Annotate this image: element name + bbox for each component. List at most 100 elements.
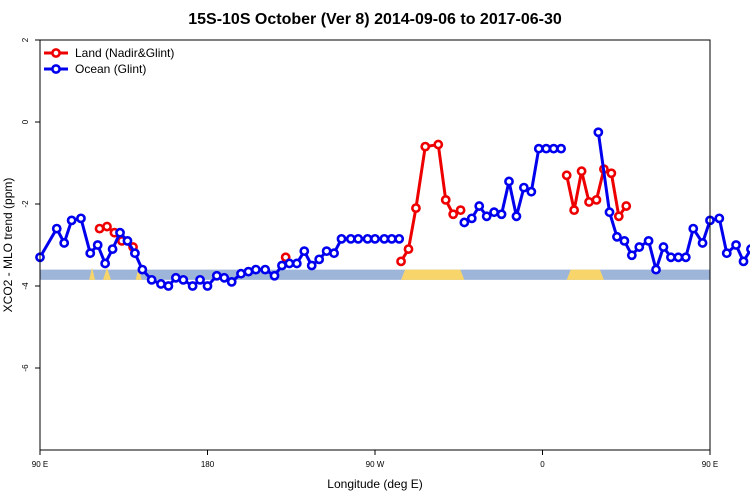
x-tick-label: 90 W: [366, 460, 385, 469]
land-band-segment: [401, 269, 465, 280]
data-point: [394, 233, 405, 244]
data-point: [643, 235, 654, 246]
data-point: [353, 233, 364, 244]
data-point: [277, 260, 287, 271]
chart-title: 15S-10S October (Ver 8) 2014-09-06 to 20…: [188, 11, 562, 28]
data-point: [321, 246, 332, 257]
data-point: [59, 238, 70, 248]
y-tick-label: -2: [21, 200, 30, 208]
data-point: [697, 238, 708, 248]
data-point: [612, 231, 622, 242]
data-point: [226, 276, 237, 287]
data-point: [738, 256, 749, 267]
data-point: [85, 248, 96, 259]
y-axis: 2 0 -2 -4 -6: [21, 37, 40, 372]
data-point: [511, 211, 522, 222]
data-point: [76, 213, 86, 224]
data-point: [518, 182, 529, 193]
x-tick-label: 180: [201, 460, 215, 469]
data-point: [156, 279, 166, 289]
data-point: [291, 258, 302, 269]
series-land: [94, 139, 632, 267]
data-point: [130, 248, 140, 259]
data-point: [102, 221, 112, 232]
series-line: [463, 147, 562, 224]
data-point: [329, 248, 339, 259]
x-tick-label: 0: [540, 460, 545, 469]
data-point: [440, 194, 451, 205]
data-point: [541, 143, 552, 154]
legend-swatch-marker: [51, 48, 61, 58]
data-point: [178, 274, 189, 285]
data-point: [526, 186, 537, 197]
series-layer: [35, 127, 750, 291]
series-line: [399, 143, 462, 263]
data-point: [403, 244, 414, 254]
data-point: [658, 242, 669, 252]
data-point: [107, 244, 118, 254]
data-point: [504, 176, 514, 187]
data-point: [746, 244, 750, 254]
data-point: [489, 207, 500, 218]
data-point: [626, 250, 637, 261]
data-point: [336, 233, 347, 244]
data-point: [170, 272, 181, 283]
data-point: [345, 233, 356, 244]
data-point: [379, 233, 390, 244]
data-point: [680, 252, 691, 263]
y-tick-label: 0: [21, 119, 30, 124]
legend-label: Land (Nadir&Glint): [75, 46, 174, 60]
data-point: [146, 274, 157, 285]
data-point: [569, 205, 580, 216]
data-point: [370, 233, 380, 244]
data-point: [548, 143, 559, 154]
data-point: [604, 207, 615, 218]
data-point: [593, 127, 604, 138]
data-point: [634, 242, 645, 252]
data-point: [591, 194, 602, 205]
data-point: [396, 256, 406, 267]
data-point: [202, 281, 213, 291]
data-point: [211, 270, 222, 281]
data-point: [306, 260, 317, 271]
data-point: [721, 248, 732, 259]
series-line: [596, 132, 750, 272]
legend: Land (Nadir&Glint) Ocean (Glint): [44, 46, 174, 76]
plot-frame: [39, 39, 711, 451]
legend-label: Ocean (Glint): [75, 62, 146, 76]
y-tick-label: -6: [21, 364, 30, 372]
x-tick-label: 90 E: [702, 460, 718, 469]
data-point: [466, 213, 477, 224]
data-point: [666, 252, 676, 263]
data-point: [115, 227, 125, 238]
data-point: [66, 215, 77, 226]
data-point: [496, 209, 507, 220]
data-point: [455, 205, 466, 216]
data-point: [459, 217, 470, 228]
data-point: [195, 274, 205, 285]
data-point: [243, 266, 254, 277]
y-axis-title: XCO2 - MLO trend (ppm): [1, 178, 15, 313]
land-band-spike: [103, 267, 111, 280]
y-tick-label: -4: [21, 282, 30, 290]
x-axis-title: Longitude (deg E): [327, 477, 422, 491]
legend-swatch-marker: [51, 64, 61, 74]
data-point: [714, 213, 725, 224]
data-point: [474, 201, 485, 211]
land-ocean-band: [40, 267, 710, 280]
land-band-segment: [566, 269, 604, 280]
data-point: [561, 170, 572, 181]
data-point: [299, 246, 310, 257]
x-tick-label: 90 E: [32, 460, 48, 469]
data-point: [284, 258, 295, 269]
data-point: [100, 258, 111, 269]
data-point: [606, 168, 617, 179]
data-point: [481, 211, 492, 222]
data-point: [386, 233, 397, 244]
land-band-spike: [89, 267, 96, 280]
data-point: [362, 233, 373, 244]
data-point: [556, 143, 567, 154]
data-point: [250, 264, 261, 275]
ocean-band: [40, 269, 710, 280]
